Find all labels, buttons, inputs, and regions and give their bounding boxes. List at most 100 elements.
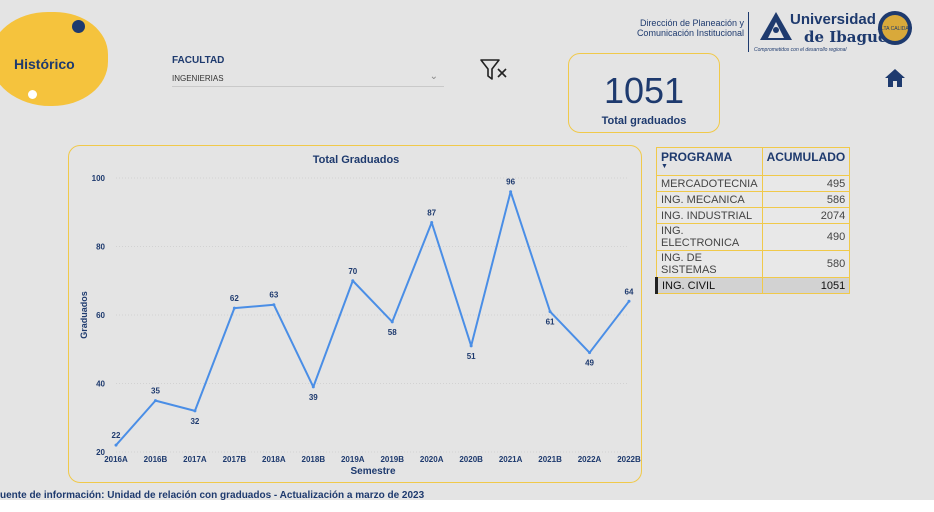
column-header-acumulado[interactable]: ACUMULADO: [761, 147, 851, 176]
acumulado-cell: 2074: [761, 207, 851, 224]
data-label: 39: [309, 393, 318, 402]
data-label: 87: [427, 209, 436, 218]
table-row[interactable]: ING. ELECTRONICA 490: [656, 223, 851, 251]
chevron-down-icon: ⌄: [429, 71, 438, 82]
y-tick-label: 100: [92, 174, 106, 183]
programa-cell: ING. INDUSTRIAL: [656, 207, 763, 224]
total-graduados-chart-card: Total Graduados 20 40 60 80 100 Graduados 2016A…: [68, 145, 642, 483]
data-point: [390, 320, 394, 324]
data-point: [232, 306, 236, 310]
data-label: 22: [112, 431, 121, 440]
historico-badge[interactable]: [0, 12, 108, 106]
facultad-dropdown[interactable]: INGENIERIAS ⌄: [172, 71, 444, 87]
source-footer: uente de información: Unidad de relación…: [0, 490, 425, 501]
programa-cell: ING. DE SISTEMAS: [656, 250, 763, 278]
data-label: 96: [506, 178, 515, 187]
acumulado-cell: 495: [761, 175, 851, 192]
acumulado-cell: 580: [761, 250, 851, 278]
acumulado-cell: 586: [761, 191, 851, 208]
data-label: 61: [546, 318, 555, 327]
data-point: [509, 190, 513, 194]
y-tick-label: 60: [96, 311, 105, 320]
programa-cell: ING. ELECTRONICA: [656, 223, 763, 251]
series-line: [115, 190, 630, 446]
org-line2: Comunicación Institucional: [636, 28, 744, 38]
y-tick-label: 80: [96, 243, 105, 252]
table-row-selected[interactable]: ING. CIVIL 1051: [655, 277, 851, 294]
clear-filter-icon[interactable]: [478, 57, 510, 83]
org-name: Dirección de Planeación y Comunicación I…: [584, 18, 744, 38]
facultad-selected-value: INGENIERIAS: [172, 74, 224, 83]
x-tick-label: 2018A: [262, 455, 286, 464]
x-tick-label: 2016B: [144, 455, 168, 464]
table-row[interactable]: ING. INDUSTRIAL 2074: [656, 207, 851, 224]
y-tick-label: 40: [96, 380, 105, 389]
data-label: 58: [388, 328, 397, 337]
kpi-value: 1051: [603, 70, 685, 111]
seal-text: ALTA CALIDAD: [878, 26, 913, 32]
x-tick-label: 2016A: [104, 455, 128, 464]
data-label: 63: [269, 291, 278, 300]
data-point: [588, 351, 592, 355]
table-row[interactable]: MERCADOTECNIA 495: [656, 175, 851, 192]
data-label: 70: [348, 267, 357, 276]
home-icon[interactable]: [884, 68, 906, 88]
y-tick-label: 20: [96, 448, 105, 457]
data-point: [627, 299, 631, 303]
acumulado-cell: 1051: [761, 277, 851, 294]
data-point: [469, 344, 473, 348]
column-header-programa[interactable]: PROGRAMA ▼: [656, 147, 763, 176]
org-line1: Dirección de Planeación y: [639, 18, 744, 28]
alta-calidad-seal: ALTA CALIDAD: [878, 11, 913, 45]
university-logo-icon: [760, 12, 792, 40]
data-point: [351, 279, 355, 283]
data-point: [430, 221, 434, 225]
decorative-dot: [72, 20, 85, 33]
data-label: 62: [230, 294, 239, 303]
kpi-caption: Total graduados: [601, 115, 687, 127]
university-name-line2: de Ibagué: [804, 28, 888, 46]
x-tick-label: 2017B: [223, 455, 247, 464]
sort-down-icon: ▼: [661, 163, 668, 170]
data-label: 35: [151, 387, 160, 396]
data-point: [193, 409, 197, 413]
data-label: 32: [190, 417, 199, 426]
x-tick-label: 2019A: [341, 455, 365, 464]
x-tick-label: 2019B: [380, 455, 404, 464]
data-point: [272, 303, 276, 307]
programa-cell: MERCADOTECNIA: [656, 175, 763, 192]
data-label: 49: [585, 359, 594, 368]
x-tick-label: 2022A: [578, 455, 602, 464]
total-graduados-card: 1051 Total graduados: [568, 53, 720, 133]
data-point: [114, 443, 118, 447]
decorative-dot: [28, 90, 37, 99]
data-label: 51: [467, 352, 476, 361]
acumulado-cell: 490: [761, 223, 851, 251]
x-tick-label: 2020A: [420, 455, 444, 464]
data-point: [153, 399, 157, 403]
table-row[interactable]: ING. DE SISTEMAS 580: [656, 250, 851, 278]
x-tick-label: 2020B: [459, 455, 483, 464]
data-point: [548, 310, 552, 314]
programa-cell: ING. CIVIL: [655, 277, 763, 294]
x-axis-label: Semestre: [350, 466, 395, 477]
programa-cell: ING. MECANICA: [656, 191, 763, 208]
facultad-label: FACULTAD: [172, 55, 225, 66]
x-tick-label: 2018B: [302, 455, 326, 464]
data-point: [311, 385, 315, 389]
programa-table: PROGRAMA ▼ ACUMULADO MERCADOTECNIA 495 IN…: [655, 147, 851, 294]
dashboard-canvas: Histórico FACULTAD INGENIERIAS ⌄ 1051 To…: [0, 0, 934, 500]
x-tick-label: 2021A: [499, 455, 523, 464]
university-tagline: Comprometidos con el desarrollo regional: [754, 47, 847, 53]
line-chart: Total Graduados 20 40 60 80 100 Graduados 2016A…: [79, 154, 641, 477]
header-divider: [748, 12, 749, 52]
y-axis-label: Graduados: [79, 291, 89, 339]
chart-title: Total Graduados: [313, 154, 400, 166]
table-row[interactable]: ING. MECANICA 586: [656, 191, 851, 208]
university-name-line1: Universidad: [790, 11, 876, 28]
x-tick-label: 2022B: [617, 455, 641, 464]
data-label: 64: [625, 287, 634, 296]
x-tick-label: 2021B: [538, 455, 562, 464]
section-title: Histórico: [14, 56, 75, 72]
table-header-row: PROGRAMA ▼ ACUMULADO: [656, 147, 851, 176]
